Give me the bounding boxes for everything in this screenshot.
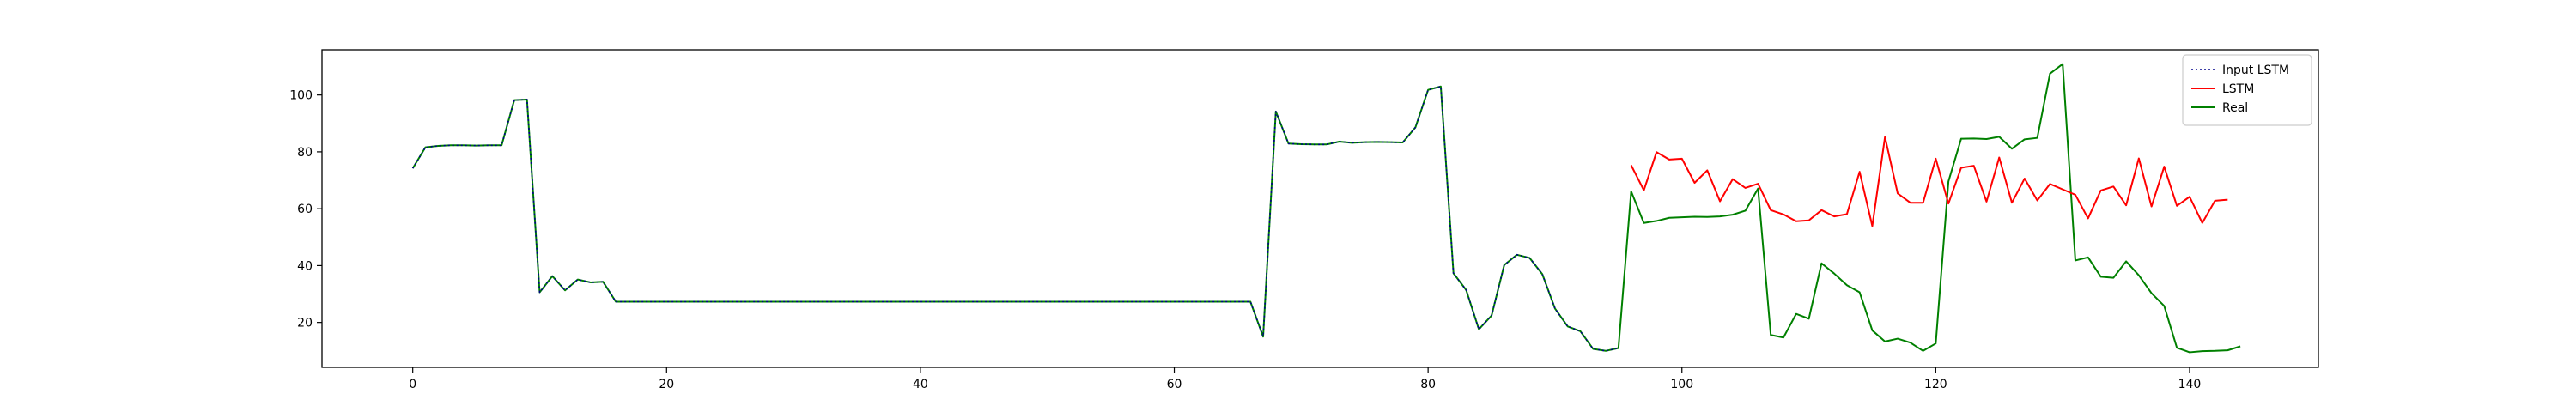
legend-label-real: Real: [2222, 101, 2248, 115]
x-tick-label: 100: [1670, 378, 1693, 391]
plot-frame: [321, 49, 2319, 368]
x-tick-label: 80: [1420, 378, 1436, 391]
legend: Input LSTM LSTM Real: [2182, 54, 2312, 126]
y-tick-label: 40: [297, 259, 313, 273]
series-layer: [411, 63, 2241, 354]
legend-items: Input LSTM LSTM Real: [2191, 64, 2289, 115]
legend-label-input-lstm: Input LSTM: [2222, 64, 2289, 77]
y-tick-label: 20: [297, 317, 313, 330]
y-tick-label: 100: [289, 89, 313, 103]
x-tick-label: 20: [659, 378, 674, 391]
x-tick-label: 40: [913, 378, 928, 391]
x-tick-label: 60: [1167, 378, 1182, 391]
legend-label-lstm: LSTM: [2222, 82, 2254, 96]
series-line-lstm: [1630, 136, 2228, 227]
y-tick-label: 60: [297, 203, 313, 216]
tick-layer: 0 20 40 60 80 100 120 140 20 40 60 80 100: [289, 89, 2201, 391]
x-tick-label: 0: [409, 378, 416, 391]
x-tick-label: 140: [2178, 378, 2202, 391]
x-tick-label: 120: [1924, 378, 1947, 391]
series-line-input-lstm: [411, 85, 1619, 352]
series-line-real: [411, 63, 2241, 354]
y-tick-label: 80: [297, 146, 313, 160]
